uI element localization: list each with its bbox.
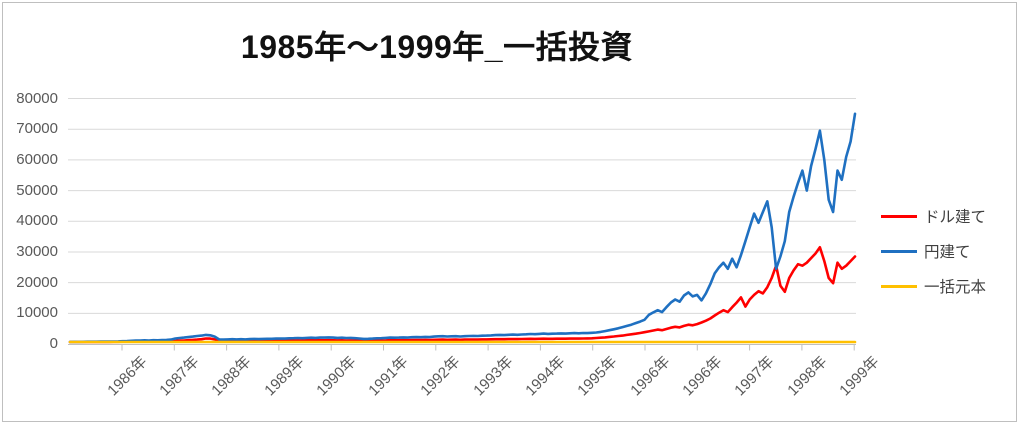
legend-swatch-gold-line-icon xyxy=(881,284,917,288)
legend-swatch-blue-line-icon xyxy=(881,249,917,253)
chart-title: 1985年～1999年_一括投資 xyxy=(240,29,634,65)
series-line-円建て xyxy=(68,112,857,344)
y-tick-label: 70000 xyxy=(16,120,58,138)
legend-item-yen: 円建て xyxy=(881,241,986,261)
legend-item-principal: 一括元本 xyxy=(881,276,986,296)
legend-label-dollar: ドル建て xyxy=(924,209,987,226)
y-tick-label: 80000 xyxy=(16,89,58,107)
y-tick-label: 40000 xyxy=(16,212,58,230)
legend-label-yen: 円建て xyxy=(924,244,971,261)
series-line-ドル建て xyxy=(68,246,857,344)
legend: ドル建て 円建て 一括元本 xyxy=(881,206,986,311)
y-tick-label: 0 xyxy=(49,335,58,352)
y-tick-label: 50000 xyxy=(16,181,58,199)
y-tick-label: 30000 xyxy=(16,242,58,260)
y-tick-label: 20000 xyxy=(16,273,58,291)
legend-label-principal: 一括元本 xyxy=(924,279,987,296)
y-tick-label: 60000 xyxy=(16,150,58,168)
y-tick-label: 10000 xyxy=(16,304,58,322)
legend-swatch-red-line-icon xyxy=(881,214,917,218)
legend-item-dollar: ドル建て xyxy=(881,206,986,226)
